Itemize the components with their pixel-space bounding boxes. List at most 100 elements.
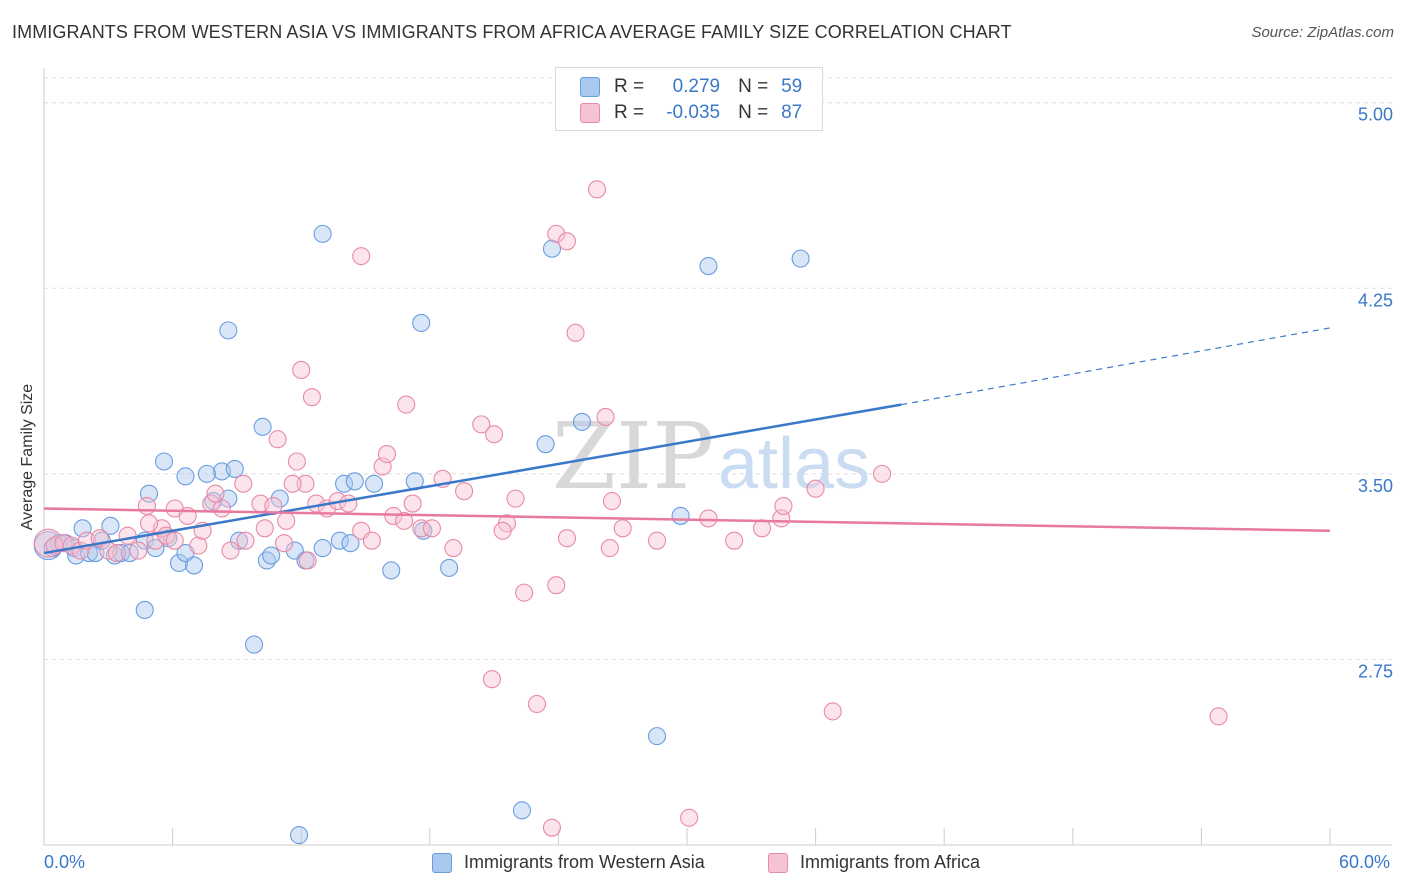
point-africa — [647, 531, 667, 550]
point-western-asia — [335, 474, 354, 493]
watermark: ZIP atlas — [552, 403, 870, 510]
point-africa — [872, 464, 892, 483]
point-africa — [397, 395, 416, 414]
point-africa — [283, 474, 302, 493]
legend-label-africa: Immigrants from Africa — [800, 852, 981, 872]
point-africa — [455, 482, 474, 501]
point-western-asia — [791, 249, 810, 268]
point-africa — [298, 551, 317, 570]
point-africa — [587, 180, 607, 199]
point-western-asia — [313, 224, 332, 243]
point-africa — [444, 539, 463, 558]
n-label: N = — [738, 102, 769, 123]
point-africa — [1209, 707, 1228, 726]
point-africa — [206, 484, 225, 503]
point-africa — [547, 224, 566, 243]
point-africa — [275, 534, 294, 553]
point-africa — [139, 514, 159, 533]
point-western-asia — [169, 553, 189, 572]
point-western-asia — [382, 561, 401, 580]
x-tick-label-min: 0.0% — [44, 852, 86, 872]
point-africa — [472, 415, 491, 434]
point-western-asia — [536, 435, 555, 454]
point-western-asia — [290, 826, 309, 845]
n-label: N = — [738, 76, 769, 97]
trend-lines — [43, 327, 1331, 555]
point-africa — [236, 531, 255, 550]
point-africa — [725, 531, 744, 550]
point-western-asia — [253, 417, 272, 436]
point-western-asia — [412, 313, 431, 332]
point-western-asia — [101, 516, 120, 535]
point-western-asia — [270, 489, 289, 508]
point-africa — [613, 519, 632, 538]
point-africa — [506, 489, 525, 508]
y-tick-label: 4.25 — [1358, 290, 1393, 310]
point-africa — [557, 529, 577, 548]
point-africa — [255, 519, 274, 538]
r-value-africa: -0.035 — [666, 102, 721, 123]
point-africa — [268, 430, 287, 449]
point-africa — [542, 818, 562, 837]
point-africa — [302, 388, 321, 407]
source-label: Source: ZipAtlas.com — [1251, 24, 1394, 41]
legend-row-africa: R = -0.035 N = 87 — [580, 100, 802, 126]
point-africa — [189, 536, 208, 555]
trend-line-africa — [43, 507, 1331, 533]
point-africa — [823, 702, 842, 721]
gridlines — [44, 77, 1392, 660]
point-africa — [377, 445, 396, 464]
point-africa — [600, 539, 619, 558]
point-western-asia — [154, 452, 174, 471]
point-western-asia — [440, 558, 459, 577]
point-western-asia — [330, 531, 349, 550]
legend-swatch-pink — [580, 103, 600, 123]
point-western-asia — [572, 412, 592, 431]
legend-swatch-blue — [580, 77, 600, 97]
r-label: R = — [614, 102, 645, 123]
point-africa — [277, 511, 296, 530]
point-africa — [547, 576, 566, 595]
point-africa — [107, 543, 126, 563]
legend-item-africa: Immigrants from Africa — [768, 852, 980, 873]
legend-swatch-western-asia — [432, 852, 452, 873]
point-africa — [602, 492, 622, 511]
point-western-asia — [341, 534, 360, 553]
y-tick-label: 2.75 — [1358, 661, 1393, 681]
point-africa — [412, 519, 431, 538]
point-africa — [485, 425, 504, 444]
point-africa — [339, 494, 358, 513]
legend-row-western-asia: R = 0.279 N = 59 — [580, 74, 802, 100]
point-africa — [493, 521, 512, 540]
y-axis-label: Average Family Size — [19, 383, 36, 531]
n-value-western-asia: 59 — [781, 76, 803, 97]
point-africa — [403, 494, 422, 513]
correlation-legend: R = 0.279 N = 59 R = -0.035 N = 87 — [555, 67, 823, 131]
point-africa — [234, 474, 253, 493]
point-western-asia — [365, 474, 384, 493]
y-tick-labels: 2.75 3.50 4.25 5.00 — [1358, 105, 1393, 682]
point-africa — [596, 407, 615, 427]
point-western-asia — [699, 256, 718, 276]
point-africa — [566, 323, 585, 342]
y-tick-label: 3.50 — [1358, 476, 1393, 496]
point-western-asia — [647, 727, 667, 746]
trend-line-western-asia — [43, 403, 902, 555]
y-tick-label: 5.00 — [1358, 105, 1393, 125]
point-western-asia — [512, 801, 532, 820]
legend-item-western-asia: Immigrants from Western Asia — [432, 852, 705, 873]
r-value-western-asia: 0.279 — [672, 76, 721, 97]
point-africa — [362, 531, 381, 550]
watermark-atlas: atlas — [718, 424, 870, 504]
point-western-asia — [176, 467, 195, 486]
point-africa — [129, 541, 148, 560]
point-western-asia — [262, 546, 281, 565]
point-africa — [699, 509, 718, 528]
point-africa — [515, 583, 534, 602]
point-africa — [165, 531, 184, 550]
point-africa — [806, 479, 825, 498]
point-western-asia — [135, 600, 154, 620]
point-western-asia — [197, 464, 216, 483]
x-tick-label-max: 60.0% — [1338, 852, 1390, 872]
